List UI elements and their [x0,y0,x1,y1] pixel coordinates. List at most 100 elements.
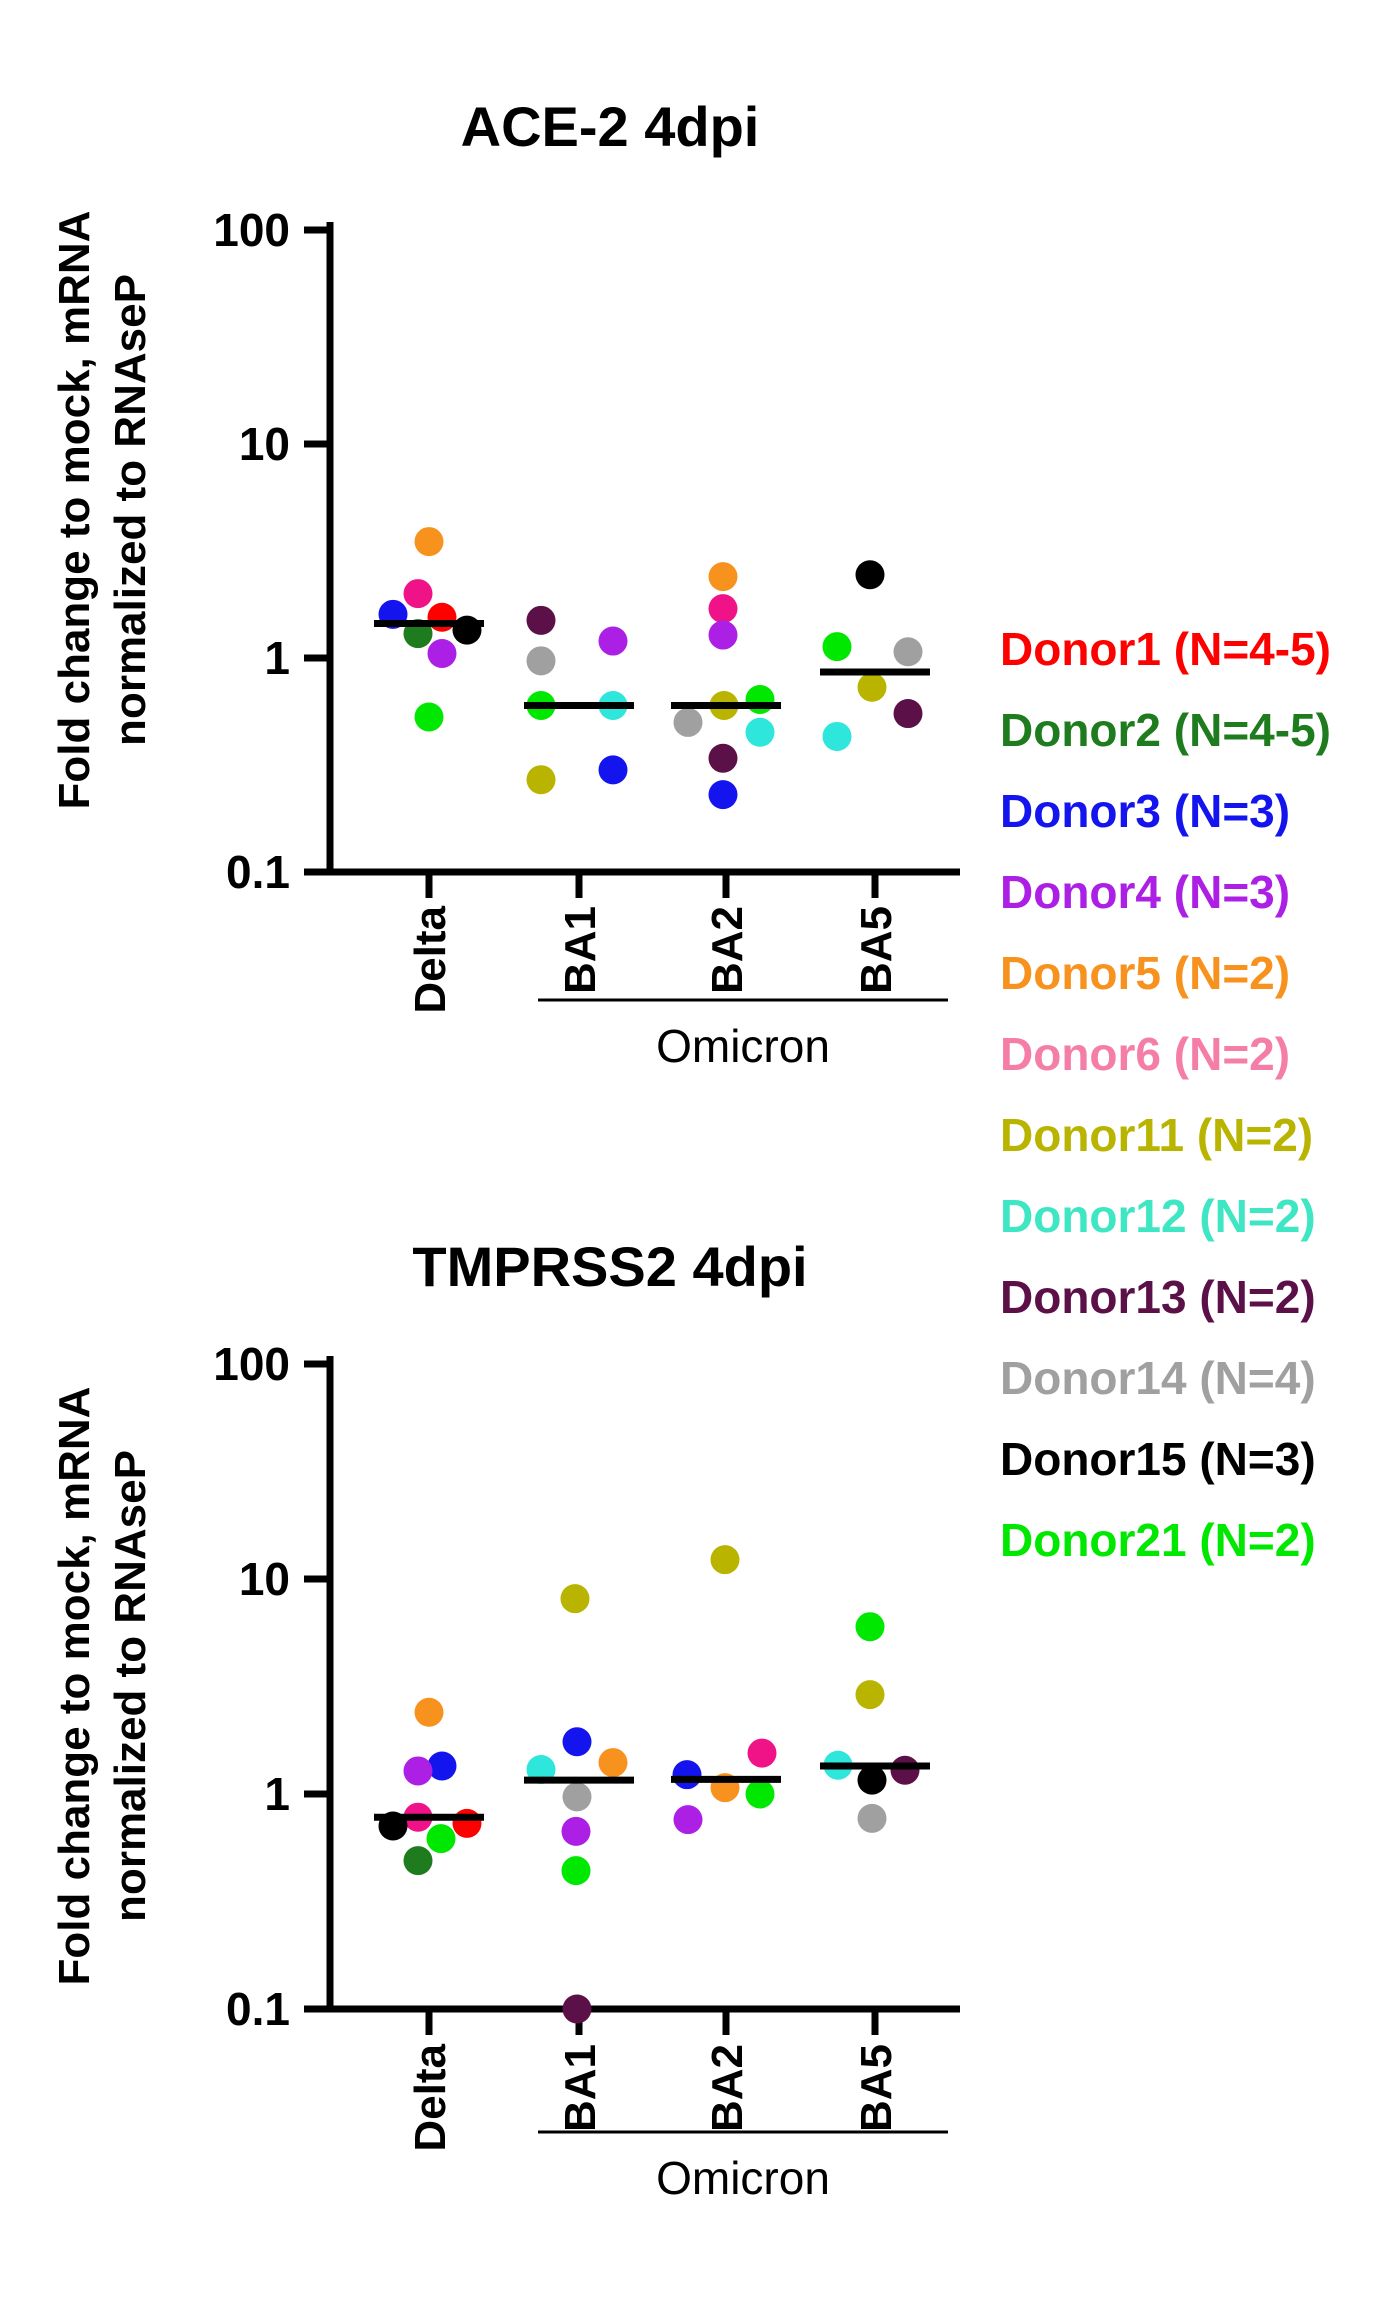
y-axis-label-ace2: Fold change to mock, mRNA normalized to … [47,110,167,910]
tmprss2-point-Delta-Donor2 [403,1846,433,1876]
tmprss2-point-BA1-Donor21 [561,1856,591,1886]
legend-entry-Donor21: Donor21 (N=2) [1000,1499,1331,1580]
ace2-omicron-label: Omicron [656,1020,830,1072]
legend-entry-label: Donor11 (N=2) [1000,1108,1314,1161]
legend-entry-label: Donor2 (N=4-5) [1000,703,1331,756]
tmprss2-point-BA5-Donor13 [890,1755,920,1785]
legend-entry-Donor11: Donor11 (N=2) [1000,1094,1331,1175]
tmprss2-point-BA1-Donor4 [561,1816,591,1846]
tmprss2-point-BA2-Donor3 [672,1760,702,1790]
ace2-point-Delta-Donor1 [427,602,457,632]
tmprss2-category-label-BA2: BA2 [703,2044,752,2132]
tmprss2-point-BA2-Donor6 [747,1738,777,1768]
y-axis-label-line2: normalized to RNAseP [106,1450,155,1922]
tmprss2-point-BA5-Donor11 [855,1680,885,1710]
tmprss2-point-Delta-Donor4 [403,1756,433,1786]
tmprss2-category-label-BA1: BA1 [556,2044,605,2132]
ace2-ytick-label: 10 [239,418,290,470]
tmprss2-point-Delta-Donor1 [452,1808,482,1838]
tmprss2-point-BA1-Donor14 [562,1782,592,1812]
ace2-point-BA1-Donor14 [526,646,556,676]
ace2-point-BA2-Donor21 [745,684,775,714]
tmprss2-ytick-label: 100 [213,1338,290,1390]
ace2-ytick-label: 100 [213,204,290,256]
ace2-point-BA1-Donor4 [598,626,628,656]
y-axis-label-tmprss2: Fold change to mock, mRNA normalized to … [47,1286,167,2086]
legend-entry-Donor15: Donor15 (N=3) [1000,1418,1331,1499]
tmprss2-point-BA1-Donor5 [598,1748,628,1778]
ace2-category-label-Delta: Delta [406,905,455,1013]
legend: Donor1 (N=4-5) Donor2 (N=4-5) Donor3 (N=3)… [1000,608,1331,1580]
ace2-point-BA2-Donor13 [708,743,738,773]
ace2-point-BA1-Donor13 [526,605,556,635]
ace2-point-BA5-Donor12 [822,721,852,751]
tmprss2-point-BA5-Donor14 [857,1803,887,1833]
legend-entry-label: Donor3 (N=3) [1000,784,1291,837]
y-axis-label-line1: Fold change to mock, mRNA [50,210,99,810]
tmprss2-omicron-label: Omicron [656,2152,830,2204]
legend-entry-Donor3: Donor3 (N=3) [1000,770,1331,851]
ace2-point-Delta-Donor5 [414,527,444,557]
tmprss2-point-BA1-Donor3 [562,1727,592,1757]
tmprss2-category-label-BA5: BA5 [852,2044,901,2132]
tmprss2-point-BA5-Donor21 [855,1612,885,1642]
tmprss2-point-BA1-Donor11 [560,1584,590,1614]
legend-entry-label: Donor5 (N=2) [1000,946,1291,999]
legend-entry-Donor12: Donor12 (N=2) [1000,1175,1331,1256]
tmprss2-point-BA1-Donor13 [562,1994,592,2024]
tmprss2-point-Delta-Donor21 [426,1824,456,1854]
y-axis-label-line2: normalized to RNAseP [106,274,155,746]
legend-entry-label: Donor6 (N=2) [1000,1027,1291,1080]
legend-entry-Donor5: Donor5 (N=2) [1000,932,1331,1013]
ace2-category-label-BA5: BA5 [852,906,901,994]
legend-entry-Donor13: Donor13 (N=2) [1000,1256,1331,1337]
tmprss2-point-BA2-Donor4 [673,1805,703,1835]
ace2-point-BA2-Donor4 [708,620,738,650]
ace2-point-BA2-Donor3 [708,780,738,810]
tmprss2-ytick-label: 0.1 [226,1983,290,2035]
legend-entry-Donor1: Donor1 (N=4-5) [1000,608,1331,689]
legend-entry-label: Donor13 (N=2) [1000,1270,1316,1323]
ace2-point-Delta-Donor6 [403,579,433,609]
ace2-point-BA5-Donor14 [893,637,923,667]
ace2-point-BA2-Donor12 [745,717,775,747]
tmprss2-point-BA2-Donor21 [745,1779,775,1809]
ace2-point-BA2-Donor6 [708,594,738,624]
y-axis-label-line1: Fold change to mock, mRNA [50,1386,99,1986]
chart-title-ace2: ACE-2 4dpi [460,95,760,158]
legend-entry-Donor4: Donor4 (N=3) [1000,851,1331,932]
legend-entry-label: Donor4 (N=3) [1000,865,1291,918]
legend-entry-label: Donor14 (N=4) [1000,1351,1316,1404]
ace2-point-BA1-Donor11 [526,765,556,795]
ace2-ytick-label: 0.1 [226,846,290,898]
ace2-point-BA2-Donor5 [708,562,738,592]
tmprss2-point-BA5-Donor15 [857,1765,887,1795]
ace2-category-label-BA1: BA1 [556,906,605,994]
ace2-point-BA5-Donor13 [893,699,923,729]
legend-entry-label: Donor12 (N=2) [1000,1189,1316,1242]
ace2-point-BA5-Donor21 [822,632,852,662]
ace2-point-Delta-Donor15 [452,615,482,645]
legend-entry-Donor6: Donor6 (N=2) [1000,1013,1331,1094]
tmprss2-point-Delta-Donor3 [427,1751,457,1781]
tmprss2-point-BA2-Donor11 [710,1545,740,1575]
ace2-point-Delta-Donor4 [427,638,457,668]
legend-entry-label: Donor1 (N=4-5) [1000,622,1331,675]
ace2-point-BA2-Donor14 [673,707,703,737]
ace2-point-Delta-Donor21 [414,702,444,732]
ace2-ytick-label: 1 [264,632,290,684]
ace2-point-BA5-Donor15 [855,560,885,590]
ace2-point-BA5-Donor11 [857,672,887,702]
ace2-point-BA1-Donor3 [598,755,628,785]
tmprss2-point-Delta-Donor5 [414,1697,444,1727]
legend-entry-label: Donor21 (N=2) [1000,1513,1316,1566]
legend-entry-label: Donor15 (N=3) [1000,1432,1316,1485]
legend-entry-Donor14: Donor14 (N=4) [1000,1337,1331,1418]
tmprss2-ytick-label: 10 [239,1553,290,1605]
ace2-category-label-BA2: BA2 [703,906,752,994]
tmprss2-ytick-label: 1 [264,1768,290,1820]
legend-entry-Donor2: Donor2 (N=4-5) [1000,689,1331,770]
chart-title-tmprss2: TMPRSS2 4dpi [412,1235,808,1298]
